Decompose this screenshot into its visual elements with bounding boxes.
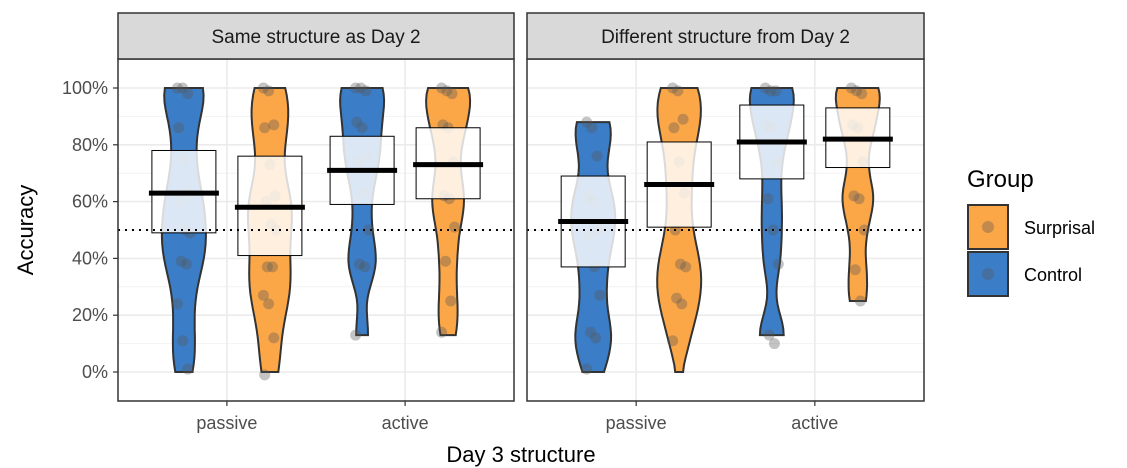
- data-point: [590, 332, 602, 344]
- legend: Group Surprisal Control: [967, 166, 1095, 297]
- data-point: [676, 298, 688, 310]
- data-point: [768, 338, 780, 350]
- data-point: [351, 116, 363, 128]
- data-point: [350, 329, 362, 341]
- data-point: [436, 82, 448, 94]
- y-tick-label: 100%: [62, 78, 108, 98]
- data-point: [360, 85, 372, 97]
- data-point: [585, 326, 597, 338]
- data-point: [581, 363, 593, 375]
- legend-key-point: [982, 268, 994, 280]
- data-point: [848, 190, 860, 202]
- data-point: [268, 332, 280, 344]
- data-point: [845, 82, 857, 94]
- data-point: [854, 295, 866, 307]
- data-point: [856, 88, 868, 100]
- data-point: [261, 261, 273, 273]
- facet-title: Same structure as Day 2: [211, 27, 420, 48]
- facet-strip: [117, 12, 515, 60]
- data-point: [851, 85, 863, 97]
- data-point: [668, 122, 680, 134]
- data-point: [667, 335, 679, 347]
- data-point: [359, 261, 371, 273]
- data-point: [350, 82, 362, 94]
- data-point: [257, 289, 269, 301]
- data-point: [677, 113, 689, 125]
- legend-key-control: [967, 251, 1009, 297]
- data-point: [849, 264, 861, 276]
- data-point: [268, 119, 280, 131]
- data-point: [680, 261, 692, 273]
- data-point: [586, 122, 598, 134]
- data-point: [175, 255, 187, 267]
- x-tick-label: passive: [606, 413, 667, 433]
- data-point: [671, 292, 683, 304]
- data-point: [591, 150, 603, 162]
- x-tick-label: active: [791, 413, 838, 433]
- data-point: [763, 329, 775, 341]
- data-point: [770, 85, 782, 97]
- legend-title: Group: [967, 166, 1034, 193]
- y-axis-title: Accuracy: [13, 185, 38, 275]
- data-point: [440, 255, 451, 267]
- data-point: [594, 289, 606, 301]
- data-point: [765, 85, 777, 97]
- data-point: [177, 335, 189, 347]
- data-point: [446, 88, 458, 100]
- x-tick-label: passive: [196, 413, 257, 433]
- data-point: [672, 85, 684, 97]
- y-tick-label: 0%: [82, 362, 108, 382]
- data-point: [181, 258, 192, 270]
- data-point: [263, 85, 275, 97]
- data-point: [363, 224, 375, 236]
- data-point: [759, 82, 771, 94]
- data-point: [182, 363, 194, 375]
- y-tick-label: 60%: [72, 192, 108, 212]
- y-tick-label: 20%: [72, 305, 108, 325]
- data-point: [449, 221, 461, 233]
- facet-title: Different structure from Day 2: [601, 27, 850, 48]
- data-point: [354, 258, 365, 270]
- legend-key-surprisal: [967, 204, 1009, 250]
- data-point: [441, 85, 453, 97]
- legend-key-point: [982, 221, 994, 233]
- data-point: [171, 298, 183, 310]
- x-tick-label: active: [382, 413, 429, 433]
- legend-label-control: Control: [1024, 265, 1082, 285]
- data-point: [436, 326, 448, 338]
- facet-panel-2: Different structure from Day 2 passive act…: [526, 12, 925, 433]
- legend-label-surprisal: Surprisal: [1024, 218, 1095, 238]
- facet-panel-1: Same structure as Day 2 passive active: [117, 12, 515, 433]
- data-point: [259, 122, 271, 134]
- data-point: [177, 82, 189, 94]
- data-point: [445, 295, 457, 307]
- data-point: [257, 82, 269, 94]
- x-axis-title: Day 3 structure: [446, 442, 595, 467]
- y-tick-label: 80%: [72, 135, 108, 155]
- data-point: [581, 116, 593, 128]
- data-point: [171, 82, 183, 94]
- data-point: [356, 122, 368, 134]
- data-point: [182, 88, 194, 100]
- data-point: [772, 258, 784, 270]
- y-tick-label: 40%: [72, 248, 108, 268]
- data-point: [173, 122, 185, 134]
- facet-strip: [526, 12, 925, 60]
- data-point: [853, 193, 865, 205]
- data-point: [667, 82, 679, 94]
- data-point: [259, 369, 271, 381]
- data-point: [762, 193, 774, 205]
- data-point: [267, 261, 278, 273]
- data-point: [263, 298, 275, 310]
- data-point: [355, 82, 367, 94]
- data-point: [674, 258, 686, 270]
